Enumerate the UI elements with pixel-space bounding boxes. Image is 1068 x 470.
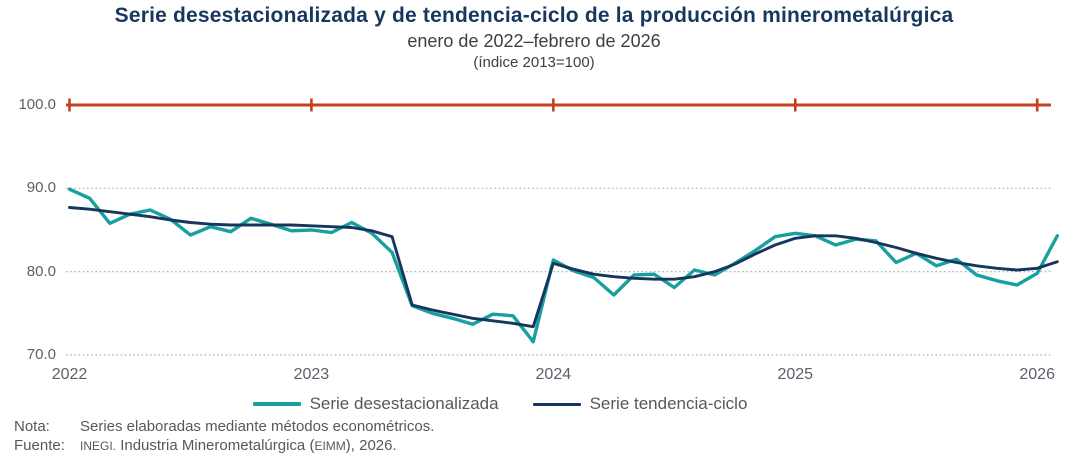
series-line-tendencia-ciclo bbox=[68, 206, 1059, 329]
source-label: Fuente: bbox=[14, 437, 65, 454]
legend-item-tendencia-ciclo: Serie tendencia-ciclo bbox=[532, 394, 748, 414]
x-tick-label-2023: 2023 bbox=[293, 366, 330, 383]
legend-label-tendencia-ciclo: Serie tendencia-ciclo bbox=[589, 394, 748, 413]
source-text-end: ), 2026. bbox=[345, 437, 397, 454]
y-tick-label-80.0: 80.0 bbox=[26, 262, 56, 280]
source-eimm: EIMM bbox=[314, 439, 346, 453]
legend-item-desestacionalizada: Serie desestacionalizada bbox=[252, 394, 499, 414]
source-row: Fuente: INEGI. Industria Minerometalúrgic… bbox=[14, 436, 434, 456]
legend-swatch-desestacionalizada-icon bbox=[252, 402, 301, 406]
note-row: Nota: Series elaboradas mediante métodos … bbox=[14, 417, 434, 436]
x-tick-label-2025: 2025 bbox=[777, 366, 814, 383]
x-tick-label-2024: 2024 bbox=[535, 366, 572, 383]
legend-swatch-tendencia-ciclo-icon bbox=[532, 402, 581, 406]
page-title: Serie desestacionalizada y de tendencia-… bbox=[114, 4, 954, 27]
y-tick-label-100.0: 100.0 bbox=[18, 96, 56, 113]
source-inegi: INEGI. bbox=[80, 439, 117, 453]
footer-notes: Nota: Series elaboradas mediante métodos … bbox=[14, 417, 434, 456]
index-base-note: (índice 2013=100) bbox=[473, 54, 595, 71]
legend: Serie desestacionalizada Serie tendencia… bbox=[0, 394, 1034, 414]
legend-label-desestacionalizada: Serie desestacionalizada bbox=[309, 394, 499, 413]
x-tick-label-2026: 2026 bbox=[1019, 366, 1055, 383]
chart-subtitle: enero de 2022–febrero de 2026 bbox=[407, 31, 661, 51]
source-text: Industria Minerometalúrgica ( bbox=[120, 437, 315, 454]
note-label: Nota: bbox=[14, 418, 50, 435]
y-tick-label-90.0: 90.0 bbox=[26, 179, 56, 197]
note-text: Series elaboradas mediante métodos econo… bbox=[80, 418, 435, 435]
y-tick-label-70.0: 70.0 bbox=[26, 345, 56, 363]
x-tick-label-2022: 2022 bbox=[51, 366, 88, 383]
